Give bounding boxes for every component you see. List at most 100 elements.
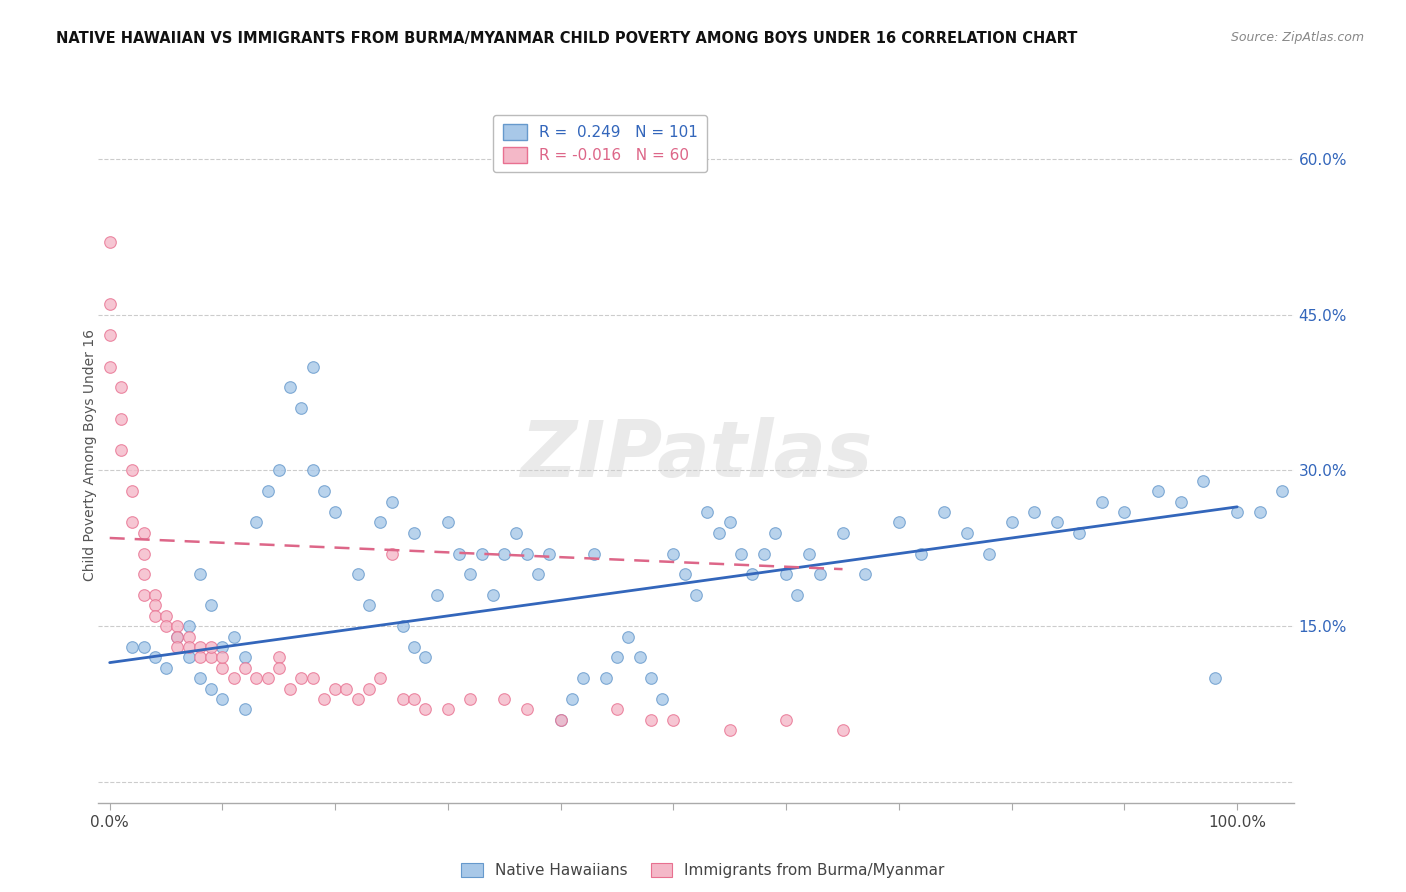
Point [550,713,572,727]
Point [1316,505,1339,519]
Point [572,671,595,685]
Y-axis label: Child Poverty Among Boys Under 16: Child Poverty Among Boys Under 16 [83,329,97,581]
Point [1271,484,1294,499]
Point [1249,505,1271,519]
Point [1339,484,1361,499]
Point [640,671,662,685]
Point [155,661,177,675]
Point [1147,484,1170,499]
Point [606,650,628,665]
Point [527,567,550,582]
Point [211,640,233,654]
Point [1384,494,1406,508]
Point [494,692,516,706]
Point [98,328,121,343]
Point [110,411,132,425]
Point [188,567,211,582]
Point [177,640,200,654]
Point [831,525,853,540]
Point [561,692,583,706]
Point [143,588,166,602]
Point [188,650,211,665]
Point [404,692,426,706]
Point [312,484,335,499]
Point [775,567,797,582]
Point [741,567,763,582]
Point [380,494,402,508]
Point [110,380,132,394]
Point [595,671,617,685]
Point [763,525,786,540]
Point [188,671,211,685]
Point [256,671,278,685]
Point [505,525,527,540]
Point [166,619,188,633]
Point [887,516,910,530]
Point [121,640,143,654]
Point [368,671,391,685]
Point [211,661,233,675]
Point [323,505,346,519]
Point [718,516,741,530]
Point [368,516,391,530]
Point [628,650,651,665]
Point [177,650,200,665]
Point [1091,494,1114,508]
Text: NATIVE HAWAIIAN VS IMMIGRANTS FROM BURMA/MYANMAR CHILD POVERTY AMONG BOYS UNDER : NATIVE HAWAIIAN VS IMMIGRANTS FROM BURMA… [56,31,1077,46]
Point [346,567,368,582]
Point [132,567,155,582]
Point [696,505,718,519]
Point [392,619,415,633]
Point [404,640,426,654]
Point [955,525,977,540]
Point [301,463,323,477]
Point [730,547,752,561]
Point [550,713,572,727]
Point [245,516,267,530]
Point [471,547,494,561]
Point [775,713,797,727]
Point [335,681,357,696]
Point [707,525,730,540]
Point [121,484,143,499]
Point [177,619,200,633]
Point [1192,474,1215,488]
Point [267,463,290,477]
Point [346,692,368,706]
Point [222,630,245,644]
Point [211,650,233,665]
Point [786,588,808,602]
Point [392,692,415,706]
Point [808,567,831,582]
Point [538,547,561,561]
Point [437,702,460,716]
Point [404,525,426,540]
Point [200,681,222,696]
Point [143,599,166,613]
Point [143,608,166,623]
Point [415,702,437,716]
Point [977,547,1000,561]
Point [301,359,323,374]
Point [155,619,177,633]
Point [110,442,132,457]
Point [200,599,222,613]
Point [132,640,155,654]
Point [640,713,662,727]
Point [323,681,346,696]
Point [278,681,301,696]
Point [460,692,482,706]
Legend: R =  0.249   N = 101, R = -0.016   N = 60: R = 0.249 N = 101, R = -0.016 N = 60 [494,115,707,172]
Point [233,702,256,716]
Point [233,650,256,665]
Point [415,650,437,665]
Point [718,723,741,738]
Point [290,401,312,416]
Point [1294,494,1316,508]
Point [278,380,301,394]
Point [200,640,222,654]
Point [651,692,673,706]
Point [121,463,143,477]
Point [98,235,121,249]
Point [662,713,685,727]
